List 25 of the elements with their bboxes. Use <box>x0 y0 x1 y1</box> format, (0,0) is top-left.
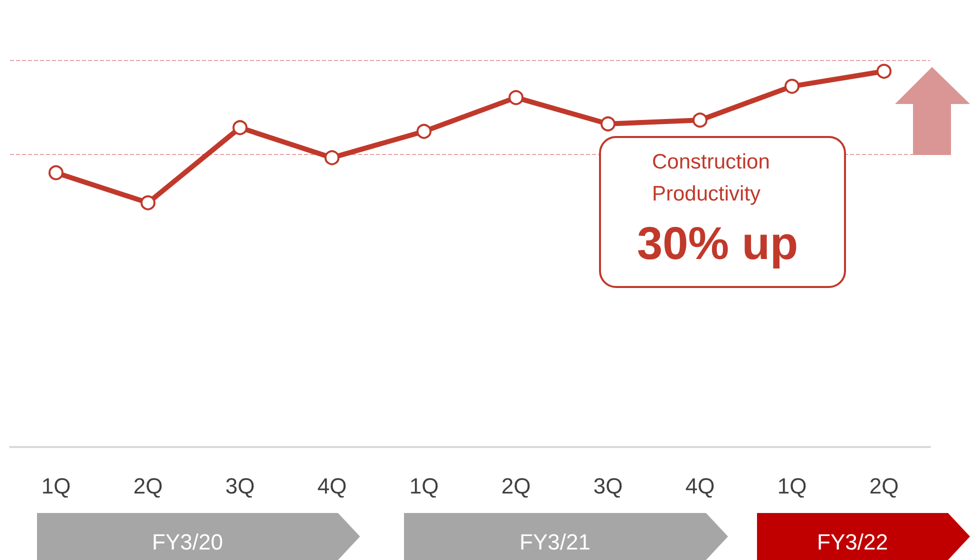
x-tick-label: 4Q <box>317 474 347 498</box>
point <box>232 120 248 136</box>
point <box>600 116 616 132</box>
x-tick-label: 1Q <box>777 474 807 498</box>
point <box>324 150 340 166</box>
text: FY3/20 <box>152 530 223 554</box>
point <box>48 165 64 180</box>
point <box>140 195 156 210</box>
x-tick-label: 2Q <box>133 474 163 498</box>
x-tick-label: 1Q <box>409 474 439 498</box>
annotation: Construction Productivity <box>652 150 776 206</box>
x-tick-label: 3Q <box>225 474 255 498</box>
point <box>508 90 524 106</box>
text: FY3/21 <box>520 530 590 554</box>
x-tick-label: 2Q <box>501 474 531 498</box>
point <box>876 64 892 79</box>
x-tick-label: 1Q <box>41 474 71 498</box>
annotation: 30% up <box>637 217 798 269</box>
x-tick-label: 3Q <box>593 474 623 498</box>
point <box>692 112 708 128</box>
x-tick-label: 2Q <box>869 474 899 498</box>
point <box>416 124 432 139</box>
text: FY3/22 <box>817 530 888 554</box>
point <box>784 78 800 94</box>
x-tick-label: 4Q <box>685 474 715 498</box>
